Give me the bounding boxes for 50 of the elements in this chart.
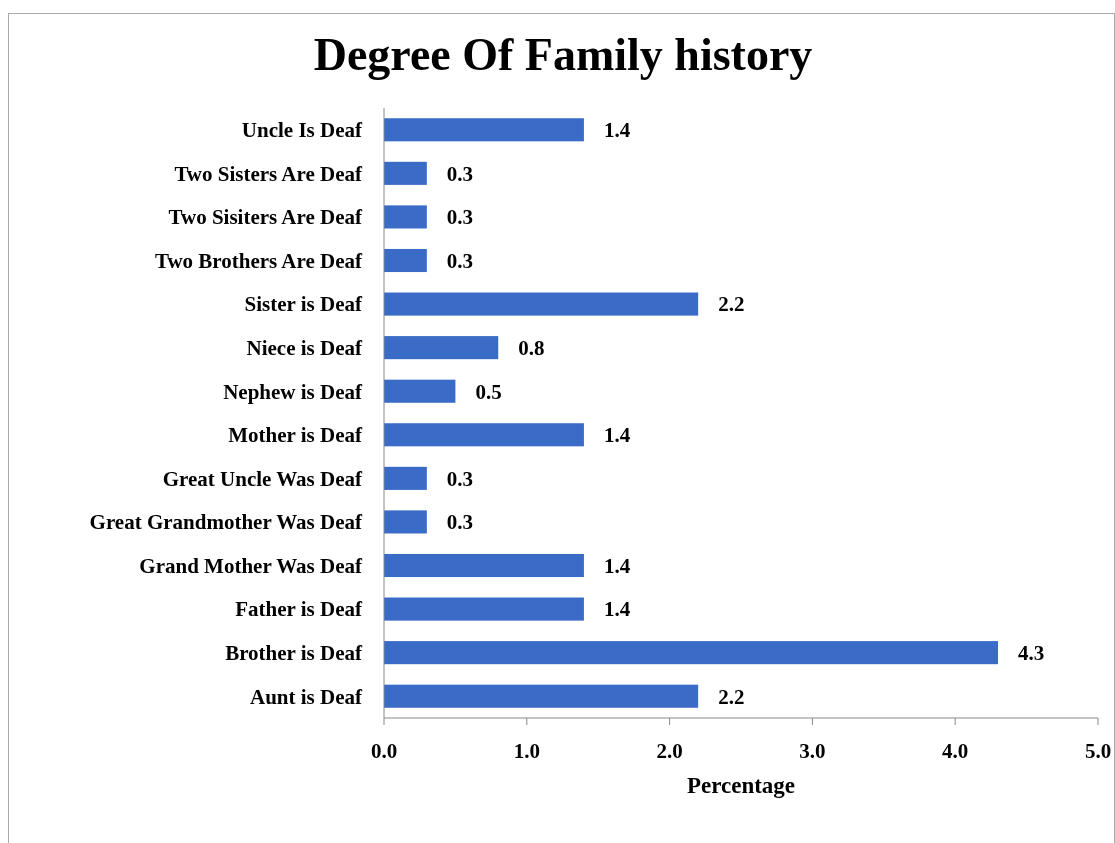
data-label: 0.8 [518, 335, 545, 360]
data-label: 0.5 [475, 379, 502, 404]
x-tick-label: 2.0 [656, 739, 683, 763]
data-label: 0.3 [446, 205, 474, 230]
y-tick-label: Two Brothers Are Deaf [154, 248, 364, 273]
data-label: 1.4 [603, 423, 631, 448]
bar [384, 466, 427, 490]
y-tick-label: Uncle Is Deaf [241, 118, 363, 143]
bar [384, 423, 584, 447]
bar [384, 641, 999, 665]
y-tick-label: Mother is Deaf [228, 423, 363, 448]
data-label: 4.3 [1018, 640, 1045, 665]
y-tick-label: Two Sisters Are Deaf [174, 161, 363, 186]
bar [384, 553, 584, 578]
data-label: 1.4 [603, 597, 631, 622]
bar [384, 597, 584, 621]
y-tick-label: Sister is Deaf [244, 292, 363, 317]
bar [384, 336, 499, 360]
x-axis-title: Percentage [686, 773, 796, 798]
y-tick-label: Niece is Deaf [246, 335, 363, 360]
x-tick-label: 0.0 [370, 739, 398, 763]
y-tick-label: Great Grandmother Was Deaf [89, 510, 363, 535]
y-tick-label: Great Uncle Was Deaf [162, 466, 363, 491]
y-tick-label: Brother is Deaf [225, 640, 363, 665]
bar [384, 684, 699, 708]
x-tick-label: 3.0 [799, 739, 826, 763]
bar [384, 379, 456, 403]
data-label: 2.2 [718, 292, 745, 317]
data-label: 0.3 [446, 161, 474, 186]
y-tick-label: Two Sisiters Are Deaf [168, 205, 363, 230]
y-tick-label: Father is Deaf [235, 597, 364, 622]
chart-title: Degree Of Family history [313, 29, 813, 80]
x-tick-label: 4.0 [942, 739, 969, 763]
bar [384, 205, 427, 229]
bar [384, 292, 699, 316]
data-label: 2.2 [718, 684, 745, 709]
y-tick-label: Aunt is Deaf [249, 684, 363, 709]
data-label: 0.3 [446, 248, 474, 273]
data-label: 1.4 [603, 118, 631, 143]
y-tick-label: Nephew is Deaf [223, 379, 363, 404]
x-tick-label: 1.0 [513, 739, 540, 763]
data-label: 1.4 [603, 553, 631, 578]
bar [384, 510, 427, 534]
bar [384, 118, 584, 142]
bar [384, 161, 427, 185]
x-tick-label: 5.0 [1084, 739, 1112, 763]
data-label: 0.3 [446, 466, 474, 491]
data-label: 0.3 [446, 510, 474, 535]
y-tick-label: Grand Mother Was Deaf [139, 553, 363, 578]
bar [384, 248, 427, 273]
